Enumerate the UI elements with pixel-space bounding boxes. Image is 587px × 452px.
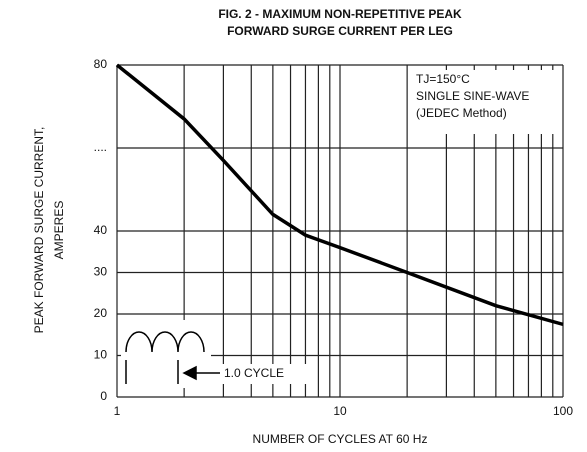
annotation: (JEDEC Method) (416, 106, 507, 120)
y-tick-label: 0 (100, 389, 107, 403)
arrow (182, 365, 220, 381)
x-axis-label: NUMBER OF CYCLES AT 60 Hz (253, 432, 428, 446)
icon-bg (121, 320, 211, 388)
annotation: SINGLE SINE-WAVE (416, 89, 529, 103)
annotation-bg (212, 364, 307, 384)
chart-title: FORWARD SURGE CURRENT PER LEG (227, 24, 453, 38)
annotation: TJ=150°C (416, 72, 470, 86)
y-tick-label: 30 (94, 265, 108, 279)
x-tick-label: 10 (333, 404, 347, 418)
y-tick-label: 20 (94, 306, 108, 320)
x-tick-label: 100 (553, 404, 573, 418)
x-tick-label: 1 (114, 404, 121, 418)
y-tick-label: 80 (94, 57, 108, 71)
y-tick-label: 40 (94, 223, 108, 237)
y-tick-label: 10 (94, 348, 108, 362)
annotation-box (410, 70, 560, 134)
chart-title: FIG. 2 - MAXIMUM NON-REPETITIVE PEAK (218, 7, 462, 21)
y-tick-label: .... (94, 140, 107, 154)
series-line (115, 63, 564, 327)
y-axis-label: PEAK FORWARD SURGE CURRENT, (32, 127, 46, 334)
annotation: 1.0 CYCLE (224, 366, 284, 380)
sine-icon (125, 331, 205, 353)
y-axis-label: AMPERES (52, 201, 66, 260)
